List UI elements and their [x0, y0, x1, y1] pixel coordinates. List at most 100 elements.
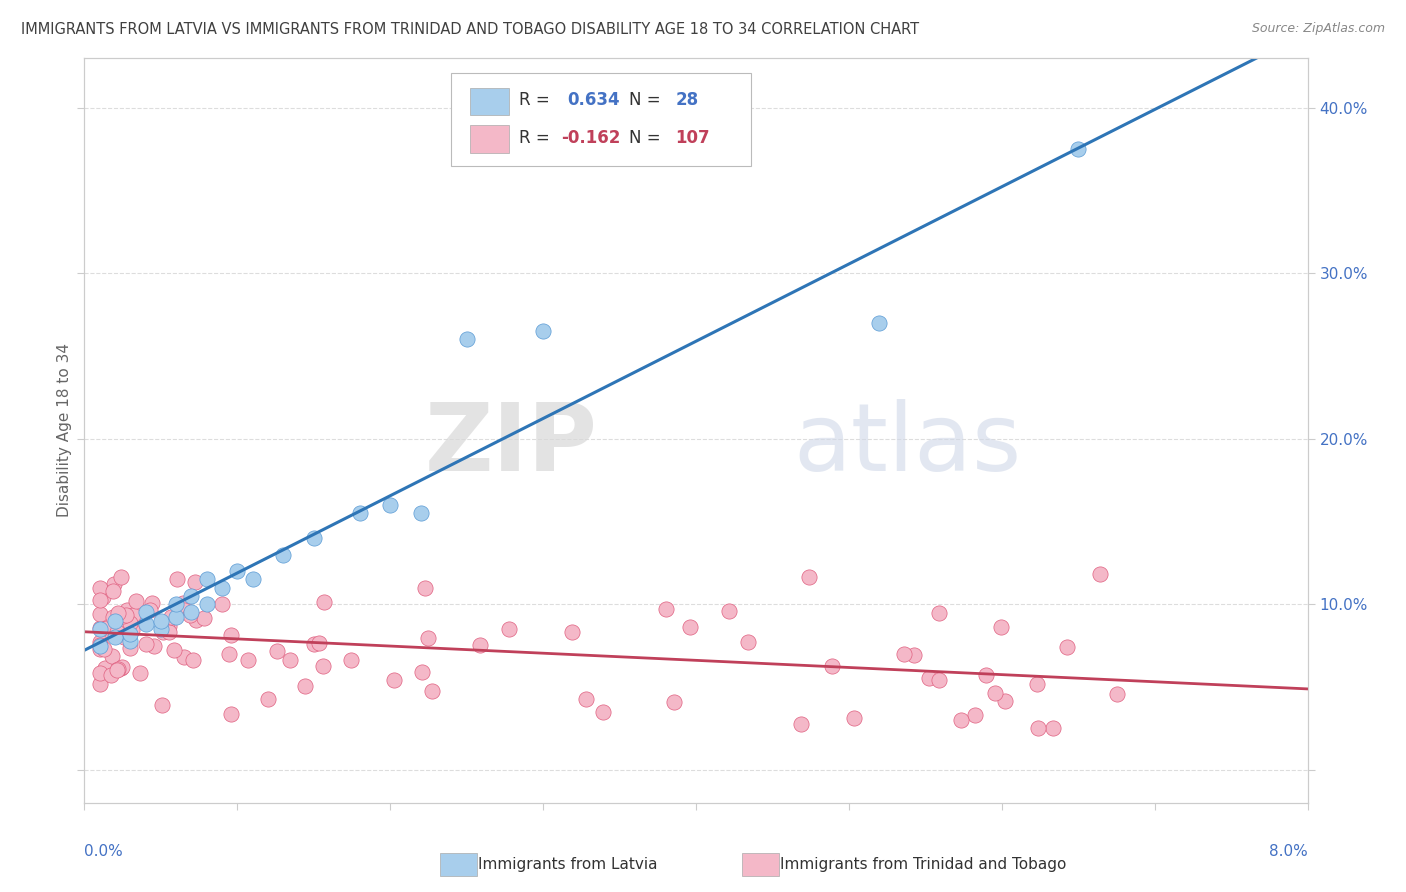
Point [531, 324, 554, 338]
Point [139, 603, 162, 617]
Point [842, 711, 865, 725]
Point [302, 531, 325, 545]
Point [135, 637, 157, 651]
Point [949, 714, 972, 728]
Point [96, 621, 118, 635]
Point [115, 630, 138, 644]
Point [108, 622, 131, 636]
Text: N =: N = [628, 128, 665, 146]
Point [115, 603, 138, 617]
Point [1026, 721, 1049, 735]
Point [89, 634, 111, 648]
Point [89, 592, 111, 607]
FancyBboxPatch shape [470, 125, 509, 153]
Point [575, 692, 598, 706]
Point [242, 573, 264, 587]
Point [211, 597, 233, 611]
Point [737, 635, 759, 649]
Point [312, 659, 335, 673]
Point [498, 622, 520, 636]
Point [100, 668, 122, 682]
Point [160, 610, 183, 624]
FancyBboxPatch shape [451, 73, 751, 166]
Point [104, 630, 127, 644]
Point [382, 673, 405, 688]
Point [184, 614, 207, 628]
Point [141, 596, 163, 610]
Point [984, 686, 1007, 700]
Point [1067, 142, 1090, 156]
Point [165, 597, 187, 611]
Point [149, 622, 172, 636]
Point [236, 652, 259, 666]
Point [93, 642, 115, 657]
Point [101, 584, 124, 599]
Point [994, 694, 1017, 708]
Point [218, 647, 240, 661]
Point [118, 640, 141, 655]
Point [1088, 566, 1111, 581]
Point [917, 671, 939, 685]
Point [219, 707, 242, 722]
Text: R =: R = [519, 128, 554, 146]
Point [135, 606, 157, 620]
Point [655, 602, 678, 616]
Text: 28: 28 [675, 92, 699, 110]
Point [157, 625, 180, 640]
Point [107, 662, 129, 676]
Point [928, 606, 950, 620]
Point [409, 506, 432, 520]
Point [561, 625, 583, 640]
Point [89, 665, 111, 680]
Text: Immigrants from Latvia: Immigrants from Latvia [478, 857, 658, 871]
Point [110, 661, 132, 675]
Point [135, 617, 157, 632]
Point [294, 679, 316, 693]
Point [105, 625, 128, 640]
Point [89, 642, 111, 657]
Point [416, 631, 439, 645]
Point [869, 316, 891, 330]
Point [118, 616, 141, 631]
Text: 107: 107 [675, 128, 710, 146]
Text: Immigrants from Trinidad and Tobago: Immigrants from Trinidad and Tobago [780, 857, 1067, 871]
Point [790, 717, 813, 731]
Point [312, 595, 335, 609]
Point [928, 673, 950, 687]
Point [420, 684, 443, 698]
Point [184, 574, 207, 589]
Point [592, 705, 614, 719]
Point [111, 660, 134, 674]
Point [893, 647, 915, 661]
Point [797, 570, 820, 584]
Point [157, 619, 180, 633]
Point [125, 594, 148, 608]
Point [129, 666, 152, 681]
Point [195, 597, 218, 611]
Point [112, 631, 135, 645]
Point [142, 639, 165, 653]
Point [173, 603, 195, 617]
Point [662, 695, 685, 709]
Point [1025, 677, 1047, 691]
Point [468, 638, 491, 652]
Point [150, 698, 173, 713]
Point [152, 624, 174, 639]
Point [990, 620, 1012, 634]
Text: IMMIGRANTS FROM LATVIA VS IMMIGRANTS FROM TRINIDAD AND TOBAGO DISABILITY AGE 18 : IMMIGRANTS FROM LATVIA VS IMMIGRANTS FRO… [21, 22, 920, 37]
Point [103, 577, 125, 591]
Point [903, 648, 925, 663]
Point [93, 591, 115, 605]
Point [456, 332, 478, 346]
Text: 8.0%: 8.0% [1268, 844, 1308, 859]
Point [121, 623, 143, 637]
Point [122, 608, 145, 623]
Point [266, 644, 288, 658]
Point [1042, 721, 1064, 735]
Text: N =: N = [628, 92, 665, 110]
Point [411, 665, 433, 679]
Text: 0.0%: 0.0% [84, 844, 124, 859]
Point [271, 548, 294, 562]
Point [89, 639, 111, 653]
Point [120, 627, 142, 641]
